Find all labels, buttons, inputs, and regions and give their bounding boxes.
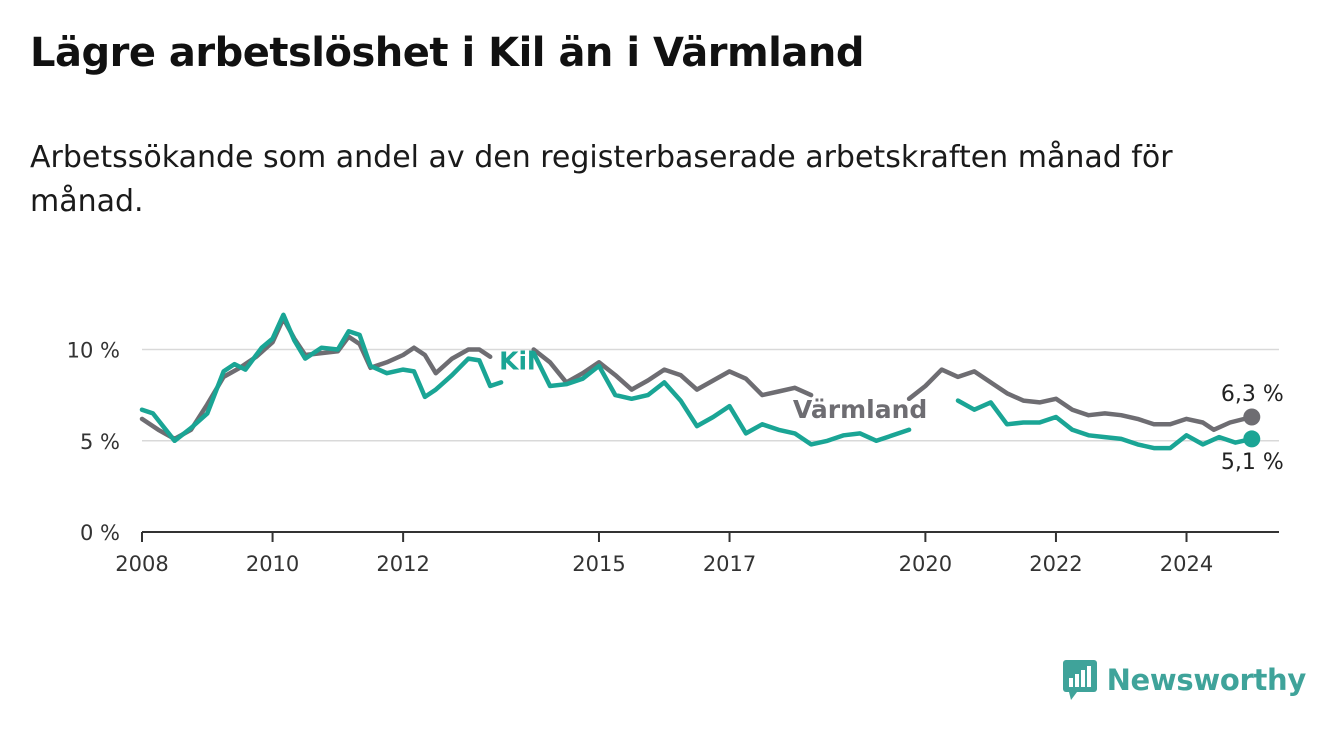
x-tick-label: 2017: [703, 552, 756, 576]
x-tick-label: 2008: [115, 552, 168, 576]
end-point-kil: [1243, 430, 1261, 448]
brand-logo: Newsworthy: [1062, 660, 1307, 700]
brand-name: Newsworthy: [1106, 663, 1307, 697]
series-line-v-rmland: [139, 316, 1255, 442]
end-label-kil: 5,1 %: [1221, 450, 1284, 475]
end-point-v-rmland: [1243, 408, 1261, 426]
x-tick-label: 2012: [376, 552, 429, 576]
y-tick-label: 5 %: [80, 430, 120, 454]
y-tick-label: 10 %: [67, 339, 120, 363]
chart-subtitle: Arbetssökande som andel av den registerb…: [30, 140, 1173, 219]
series-label-varmland: Värmland: [793, 395, 927, 424]
series-label-kil: Kil: [499, 347, 536, 376]
series-line-kil: [139, 312, 1255, 451]
x-tick-label: 2010: [246, 552, 299, 576]
x-tick-label: 2020: [899, 552, 952, 576]
x-tick-label: 2015: [572, 552, 625, 576]
chart-title: Lägre arbetslöshet i Kil än i Värmland: [30, 30, 864, 76]
x-tick-label: 2024: [1160, 552, 1213, 576]
x-tick-label: 2022: [1029, 552, 1082, 576]
end-label-varmland: 6,3 %: [1221, 382, 1284, 407]
newsworthy-logo-icon: [1062, 660, 1097, 700]
y-tick-label: 0 %: [80, 521, 120, 545]
